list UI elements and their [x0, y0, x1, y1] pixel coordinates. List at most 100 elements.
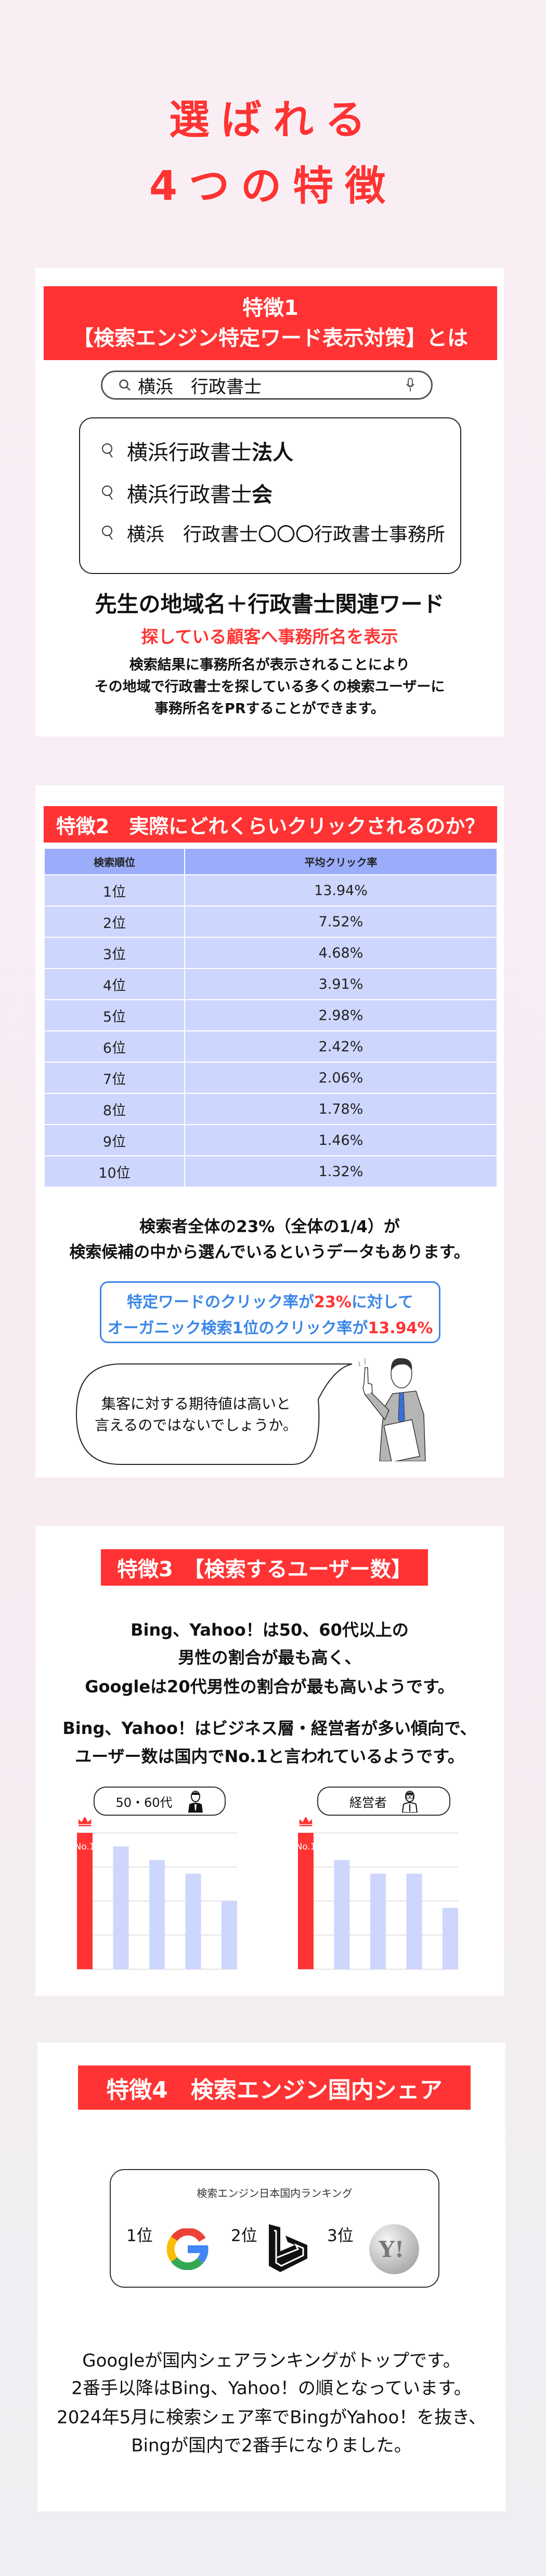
- feature2-text-line: 検索候補の中から選んでいるというデータもあります。: [69, 1243, 470, 1262]
- feature3-text-line: Bing、Yahoo！はビジネス層・経営者が多い傾向で、: [62, 1718, 477, 1738]
- bar: [185, 1873, 201, 1969]
- highlight-text: オーガニック検索1位のクリック率が: [107, 1319, 368, 1337]
- speech-bubble-icon: [75, 1363, 353, 1465]
- ctr-cell: 1.32%: [185, 1156, 497, 1187]
- highlight-text: に対して: [351, 1293, 413, 1311]
- bar-chart-executive: No.1: [298, 1817, 458, 1970]
- chart-label-executive: 経営者: [317, 1787, 450, 1816]
- microphone-icon[interactable]: [405, 377, 415, 393]
- feature4-heading: 特徴4 検索エンジン国内シェア: [78, 2065, 471, 2110]
- ctr-cell: 2.42%: [185, 1031, 497, 1062]
- crown-icon: [77, 1817, 92, 1827]
- search-input[interactable]: 横浜 行政書士: [101, 371, 433, 400]
- feature1-body-line: 事務所名をPRすることができます。: [154, 700, 385, 717]
- suggestion-text: 横浜 行政書士〇〇〇行政書士事務所: [127, 524, 446, 545]
- feature1-red-text: 探している顧客へ事務所名を表示: [141, 627, 398, 647]
- highlight-text: 特定ワードのクリック率が: [127, 1293, 315, 1311]
- feature3-text-line: Bing、Yahoo！は50、60代以上の: [131, 1620, 409, 1640]
- suggestion-bold: 法人: [252, 441, 293, 465]
- bar: [370, 1873, 386, 1969]
- search-icon: [102, 443, 113, 458]
- rank-cell: 7位: [45, 1063, 184, 1093]
- yahoo-logo-icon: Y!: [369, 2224, 419, 2274]
- rank-cell: 10位: [45, 1156, 184, 1187]
- table-row: 4位 3.91%: [45, 969, 497, 999]
- rank-cell: 3位: [45, 938, 184, 968]
- feature3-heading: 特徴3 【検索するユーザー数】: [101, 1549, 428, 1586]
- rank-cell: 6位: [45, 1031, 184, 1062]
- suggestion-item[interactable]: 横浜行政書士会: [101, 478, 272, 508]
- bar-top-label: No.1: [77, 1842, 95, 1852]
- ctr-cell: 3.91%: [185, 969, 497, 999]
- ctr-cell: 7.52%: [185, 907, 497, 937]
- bubble-line: 集客に対する期待値は高いと: [101, 1395, 291, 1412]
- feature4-card: 特徴4 検索エンジン国内シェア 検索エンジン日本国内ランキング 1位 2位 3位…: [37, 2043, 505, 2511]
- suggestion-bold: 会: [252, 483, 272, 507]
- feature1-heading: 特徴1 【検索エンジン特定ワード表示対策】とは: [44, 286, 497, 360]
- bar: [113, 1846, 129, 1969]
- feature3-text-line: 男性の割合が最も高く、: [178, 1648, 361, 1667]
- rank-cell: 4位: [45, 969, 184, 999]
- feature1-subheading: 先生の地域名＋行政書士関連ワード: [95, 591, 445, 617]
- feature2-card: 特徴2 実際にどれくらいクリックされるのか？ 検索順位 平均クリック率 1位 13…: [35, 785, 504, 1477]
- rank-cell: 2位: [45, 907, 184, 937]
- ranking-title: 検索エンジン日本国内ランキング: [197, 2187, 353, 2200]
- suggestion-item[interactable]: 横浜 行政書士〇〇〇行政書士事務所: [101, 519, 445, 546]
- rank-cell: 9位: [45, 1125, 184, 1155]
- highlight-line1: 特定ワードのクリック率が23%に対して: [101, 1289, 439, 1312]
- chart-label-senior: 50・60代: [94, 1787, 226, 1816]
- table-row: 6位 2.42%: [45, 1031, 497, 1062]
- svg-text:Y!: Y!: [379, 2237, 404, 2262]
- rank-3-label: 3位: [327, 2226, 354, 2246]
- bar: [298, 1833, 314, 1969]
- ctr-cell: 1.78%: [185, 1094, 497, 1124]
- rank-cell: 8位: [45, 1094, 184, 1124]
- feature3-text-line: ユーザー数は国内でNo.1と言われているようです。: [75, 1746, 464, 1766]
- bar: [334, 1860, 350, 1969]
- suggestion-text: 横浜行政書士: [127, 483, 252, 507]
- highlight-line2: オーガニック検索1位のクリック率が13.94%: [101, 1315, 439, 1338]
- highlight-value: 13.94%: [368, 1319, 433, 1337]
- ctr-cell: 4.68%: [185, 938, 497, 968]
- feature2-heading: 特徴2 実際にどれくらいクリックされるのか？: [44, 806, 497, 843]
- bar: [222, 1901, 237, 1969]
- rank-1-label: 1位: [126, 2226, 153, 2246]
- table-row: 8位 1.78%: [45, 1094, 497, 1124]
- table-header-ctr: 平均クリック率: [185, 849, 497, 874]
- table-row: 3位 4.68%: [45, 938, 497, 968]
- rank-cell: 5位: [45, 1000, 184, 1030]
- ranking-box: 検索エンジン日本国内ランキング 1位 2位 3位 Y!: [110, 2169, 439, 2288]
- ctr-cell: 13.94%: [185, 875, 497, 906]
- search-value: 横浜 行政書士: [138, 376, 262, 398]
- rank-2-label: 2位: [231, 2226, 257, 2246]
- suggestion-text: 横浜行政書士: [127, 441, 252, 465]
- highlight-value: 23%: [314, 1293, 352, 1311]
- feature3-card: 特徴3 【検索するユーザー数】 Bing、Yahoo！は50、60代以上の 男性…: [35, 1526, 504, 1996]
- ctr-cell: 2.06%: [185, 1063, 497, 1093]
- crown-icon: [298, 1817, 313, 1827]
- feature4-body-line: 2024年5月に検索シェア率でBingがYahoo！を抜き、: [57, 2407, 486, 2428]
- search-icon: [119, 379, 131, 391]
- businessman-icon: [358, 1358, 426, 1461]
- bar: [443, 1908, 458, 1969]
- feature1-heading-line2: 【検索エンジン特定ワード表示対策】とは: [73, 326, 468, 350]
- hero-title-line1: 選ばれる: [168, 97, 377, 144]
- bar: [406, 1873, 422, 1969]
- search-icon: [102, 526, 113, 540]
- highlight-box: 特定ワードのクリック率が23%に対して オーガニック検索1位のクリック率が13.…: [100, 1281, 440, 1343]
- feature4-body-line: Googleが国内シェアランキングがトップです。: [82, 2350, 461, 2371]
- table-row: 5位 2.98%: [45, 1000, 497, 1030]
- bar-top-label: No.1: [298, 1842, 316, 1852]
- feature1-card: 特徴1 【検索エンジン特定ワード表示対策】とは 横浜 行政書士 横浜行政書士 法人…: [35, 268, 504, 736]
- table-row: 2位 7.52%: [45, 907, 497, 937]
- ctr-table: 検索順位 平均クリック率 1位 13.94% 2位 7.52% 3位 4.68% 4位 3.9…: [44, 848, 498, 1188]
- bing-logo-icon: [269, 2224, 307, 2272]
- suggestion-item[interactable]: 横浜行政書士 法人: [101, 436, 293, 466]
- chart-label-text: 50・60代: [115, 1795, 173, 1810]
- bar-chart-senior: No.1: [77, 1817, 237, 1970]
- table-row: 7位 2.06%: [45, 1063, 497, 1093]
- hero-title-line2: 4つの特徴: [149, 163, 397, 210]
- feature4-body-line: 2番手以降はBing、Yahoo！の順となっています。: [71, 2378, 472, 2399]
- google-logo-icon: [167, 2228, 209, 2270]
- suggestion-list: 横浜行政書士 法人 横浜行政書士会 横浜 行政書士〇〇〇行政書士事務所: [79, 417, 461, 574]
